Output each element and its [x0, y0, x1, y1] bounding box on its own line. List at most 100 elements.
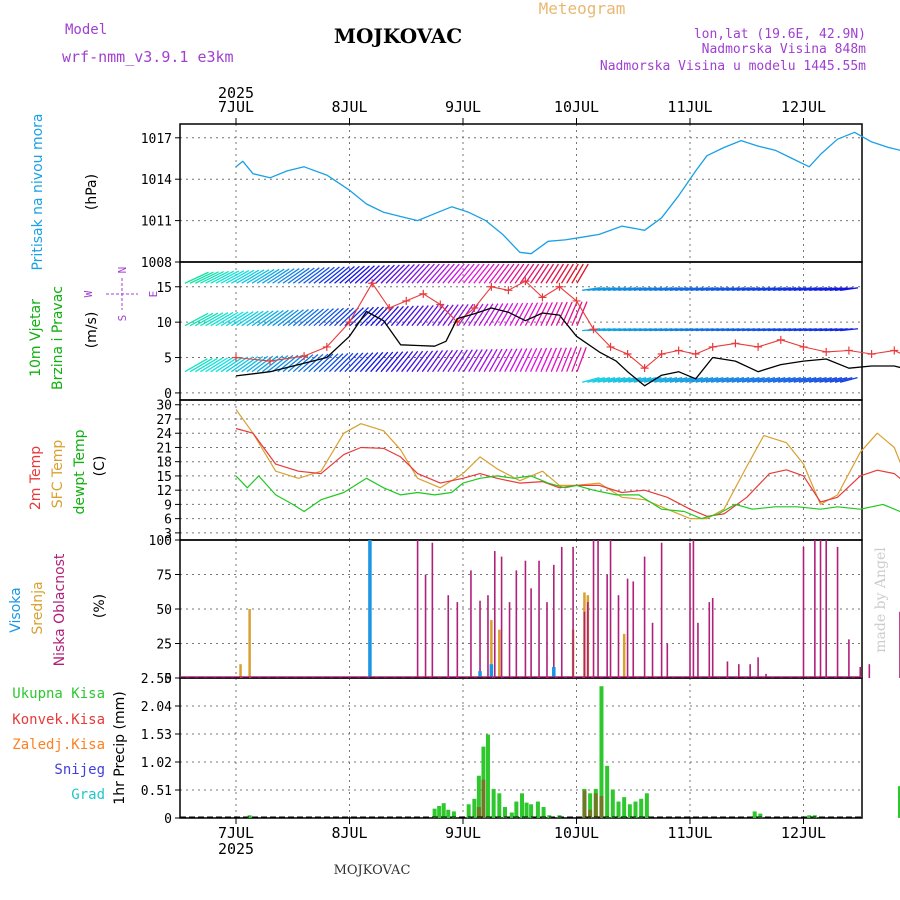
cloud-bar-mid: [239, 664, 242, 678]
wind-arrow: [205, 270, 230, 284]
wind-arrow: [514, 348, 528, 372]
gust-marker: [776, 335, 785, 344]
compass-s: S: [116, 315, 129, 322]
gust-marker: [708, 342, 717, 351]
station-title: MOJKOVAC: [334, 24, 462, 48]
wind-arrow: [313, 308, 334, 327]
gust-marker: [504, 286, 513, 295]
wind-arrow: [282, 354, 304, 373]
wind-arrow: [705, 377, 724, 383]
cloud-bar-high: [489, 664, 494, 678]
wind-arrow: [365, 351, 384, 373]
precip-bar-total: [758, 813, 763, 818]
wind-arrow: [555, 301, 568, 326]
wind-arrow: [659, 287, 678, 291]
wind-arrow: [680, 287, 699, 291]
wind-arrow: [468, 263, 485, 284]
wind-arrow: [194, 271, 219, 284]
wind-arrow: [359, 306, 379, 327]
wind-arrow: [524, 347, 538, 372]
precip-bar-total: [432, 808, 437, 818]
wind-arrow: [628, 287, 647, 291]
wind-arrow: [695, 377, 714, 383]
wind-arrow: [664, 287, 683, 291]
gust-marker: [799, 342, 808, 351]
wind-arrow: [339, 265, 360, 284]
precip-bar-total: [627, 804, 632, 818]
wind-arrow: [478, 263, 495, 284]
cloud-bar-low: [487, 595, 489, 678]
cloud-bar-low: [606, 574, 608, 678]
wind-arrow: [395, 305, 414, 327]
wind-arrow: [535, 263, 550, 284]
wind-arrow: [793, 377, 812, 383]
precip-bar-total: [535, 801, 540, 818]
wind-arrow: [359, 352, 379, 373]
gust-marker: [623, 350, 632, 358]
wind-arrow: [231, 269, 255, 284]
compass-e: E: [147, 291, 160, 298]
clouds-ytick-label: 0: [164, 672, 172, 687]
wind-arrow: [313, 353, 334, 373]
date-label-top: 11JUL: [667, 98, 712, 116]
wind-arrow: [788, 377, 807, 383]
wind-arrow: [493, 263, 510, 284]
wind-arrow: [664, 377, 683, 383]
cloud-bar-mid: [622, 633, 626, 678]
precip-bar-total: [247, 815, 252, 818]
wind-arrow: [457, 263, 475, 284]
wind-arrow: [323, 266, 345, 284]
temperature-ytick-label: 24: [156, 427, 172, 442]
year-label-bottom: 2025: [218, 840, 254, 858]
wind-arrow: [313, 266, 335, 284]
cloud-bar-low: [626, 578, 629, 678]
wind-arrow: [504, 302, 519, 327]
wind-arrow: [550, 263, 565, 284]
wind-arrow: [519, 302, 534, 326]
precip-legend-item: Snijeg: [54, 762, 105, 778]
gust-marker: [470, 304, 479, 312]
wind-arrow: [236, 269, 260, 284]
wind-arrow: [225, 356, 249, 373]
wind-arrow: [241, 269, 265, 284]
precip-bar-total: [622, 797, 627, 818]
cloud-bar-low: [553, 564, 555, 678]
wind-arrow: [736, 377, 755, 383]
precip-bar-total: [476, 775, 481, 818]
wind-arrow: [184, 312, 209, 327]
wind-arrow: [504, 263, 520, 284]
pressure-panel: 1008 1011 1014 1017: [141, 123, 863, 271]
wind-arrow: [772, 287, 791, 291]
cloud-bar-low: [689, 542, 691, 678]
gust-marker: [322, 342, 331, 351]
wind-arrow: [690, 287, 709, 291]
gust-marker: [487, 282, 496, 291]
precip-legend-item: Ukupna Kisa: [12, 686, 105, 702]
wind-arrow: [468, 303, 484, 327]
wind-arrow: [406, 350, 424, 373]
wind-arrow: [834, 287, 853, 291]
wind-arrow: [623, 287, 642, 291]
wind-arrow: [757, 287, 776, 291]
wind-arrow: [576, 347, 587, 372]
cloud-bar-low: [447, 595, 450, 678]
wind-arrow: [334, 265, 355, 284]
wind-arrow: [524, 263, 540, 284]
cloud-bar-low: [651, 622, 654, 678]
temperature-ytick-label: 27: [156, 413, 172, 428]
cloud-bar-low: [597, 540, 599, 678]
wind-arrow: [411, 350, 429, 373]
wind-arrow: [700, 377, 719, 383]
wind-arrow: [282, 267, 305, 284]
wind-arrow: [669, 377, 688, 383]
date-label-top: 8JUL: [331, 98, 367, 116]
wind-arrow: [277, 309, 299, 327]
wind-arrow: [401, 263, 420, 284]
wind-arrow: [375, 264, 395, 284]
precip-bar-total: [485, 734, 490, 818]
wind-arrow: [783, 287, 802, 291]
gust-marker: [538, 293, 547, 302]
compass-n: N: [116, 267, 129, 274]
wind-arrow: [447, 263, 465, 284]
